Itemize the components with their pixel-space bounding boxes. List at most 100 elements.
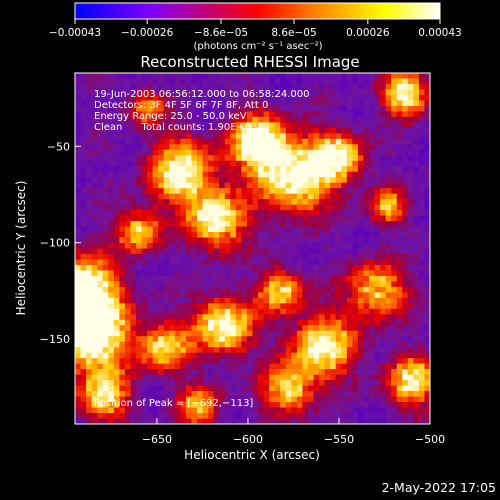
heatmap-cell — [341, 396, 348, 403]
heatmap-cell — [302, 396, 309, 403]
heatmap-cell — [124, 330, 131, 337]
heatmap-cell — [124, 380, 131, 387]
heatmap-cell — [75, 149, 81, 156]
heatmap-cell — [330, 133, 337, 140]
heatmap-cell — [307, 210, 314, 216]
heatmap-cell — [313, 243, 320, 249]
heatmap-cell — [197, 122, 203, 129]
heatmap-cell — [391, 111, 398, 118]
heatmap-cell — [413, 319, 420, 326]
heatmap-cell — [113, 248, 120, 255]
heatmap-cell — [108, 111, 115, 118]
heatmap-cell — [91, 391, 98, 397]
heatmap-cell — [169, 199, 176, 206]
heatmap-cell — [180, 111, 187, 118]
heatmap-cell — [119, 385, 126, 392]
heatmap-cell — [208, 73, 215, 79]
heatmap-cell — [224, 336, 231, 343]
heatmap-cell — [86, 111, 93, 118]
heatmap-cell — [219, 73, 226, 79]
heatmap-cell — [158, 418, 165, 425]
heatmap-cell — [86, 116, 93, 123]
heatmap-cell — [258, 248, 264, 255]
heatmap-cell — [91, 210, 98, 216]
heatmap-cell — [197, 336, 203, 343]
heatmap-cell — [296, 89, 303, 96]
heatmap-cell — [108, 116, 115, 123]
heatmap-cell — [258, 297, 264, 304]
heatmap-cell — [163, 111, 170, 118]
heatmap-cell — [169, 418, 176, 425]
heatmap-cell — [391, 270, 398, 277]
heatmap-cell — [197, 243, 203, 249]
heatmap-cell — [424, 232, 431, 238]
heatmap-cell — [368, 402, 375, 408]
heatmap-cell — [185, 193, 192, 200]
heatmap-cell — [269, 352, 276, 359]
heatmap-cell — [418, 319, 425, 326]
heatmap-cell — [396, 308, 403, 315]
heatmap-cell — [208, 199, 215, 206]
heatmap-cell — [263, 188, 270, 195]
heatmap-cell — [324, 270, 331, 277]
heatmap-cell — [335, 396, 342, 403]
heatmap-cell — [418, 297, 425, 304]
heatmap-cell — [119, 100, 126, 107]
heatmap-cell — [385, 374, 392, 381]
heatmap-cell — [302, 215, 309, 222]
heatmap-cell — [280, 177, 287, 184]
heatmap-cell — [219, 347, 226, 354]
heatmap-cell — [158, 374, 165, 381]
heatmap-cell — [124, 297, 131, 304]
heatmap-cell — [302, 78, 309, 85]
heatmap-cell — [163, 193, 170, 200]
heatmap-cell — [147, 166, 154, 173]
heatmap-cell — [385, 402, 392, 408]
heatmap-cell — [407, 111, 414, 118]
heatmap-cell — [224, 402, 231, 408]
heatmap-cell — [158, 105, 165, 112]
heatmap-cell — [246, 275, 253, 282]
heatmap-cell — [97, 264, 104, 271]
heatmap-cell — [141, 248, 148, 255]
heatmap-cell — [169, 182, 176, 189]
heatmap-cell — [75, 374, 81, 381]
heatmap-cell — [202, 270, 209, 277]
heatmap-cell — [407, 78, 414, 85]
heatmap-cell — [330, 402, 337, 408]
heatmap-cell — [102, 73, 109, 79]
heatmap-cell — [307, 160, 314, 167]
heatmap-cell — [136, 111, 142, 118]
heatmap-cell — [396, 94, 403, 101]
heatmap-cell — [407, 149, 414, 156]
heatmap-cell — [258, 396, 264, 403]
heatmap-cell — [208, 407, 215, 414]
heatmap-cell — [246, 363, 253, 370]
heatmap-cell — [241, 259, 248, 266]
heatmap-cell — [75, 232, 81, 238]
heatmap-cell — [174, 259, 181, 266]
heatmap-cell — [180, 122, 187, 129]
heatmap-cell — [330, 73, 337, 79]
heatmap-cell — [341, 341, 348, 348]
heatmap-cell — [252, 352, 259, 359]
heatmap-cell — [269, 286, 276, 293]
heatmap-cell — [296, 221, 303, 227]
heatmap-cell — [407, 270, 414, 277]
heatmap-cell — [280, 292, 287, 299]
heatmap-cell — [418, 325, 425, 332]
heatmap-cell — [280, 232, 287, 238]
heatmap-cell — [302, 297, 309, 304]
heatmap-cell — [208, 83, 215, 90]
heatmap-cell — [258, 199, 264, 206]
heatmap-cell — [413, 374, 420, 381]
heatmap-cell — [91, 347, 98, 354]
heatmap-cell — [418, 374, 425, 381]
heatmap-cell — [136, 413, 142, 419]
heatmap-cell — [75, 402, 81, 408]
heatmap-cell — [75, 89, 81, 96]
heatmap-cell — [307, 116, 314, 123]
heatmap-cell — [418, 292, 425, 299]
heatmap-cell — [402, 413, 409, 419]
heatmap-cell — [235, 127, 242, 134]
